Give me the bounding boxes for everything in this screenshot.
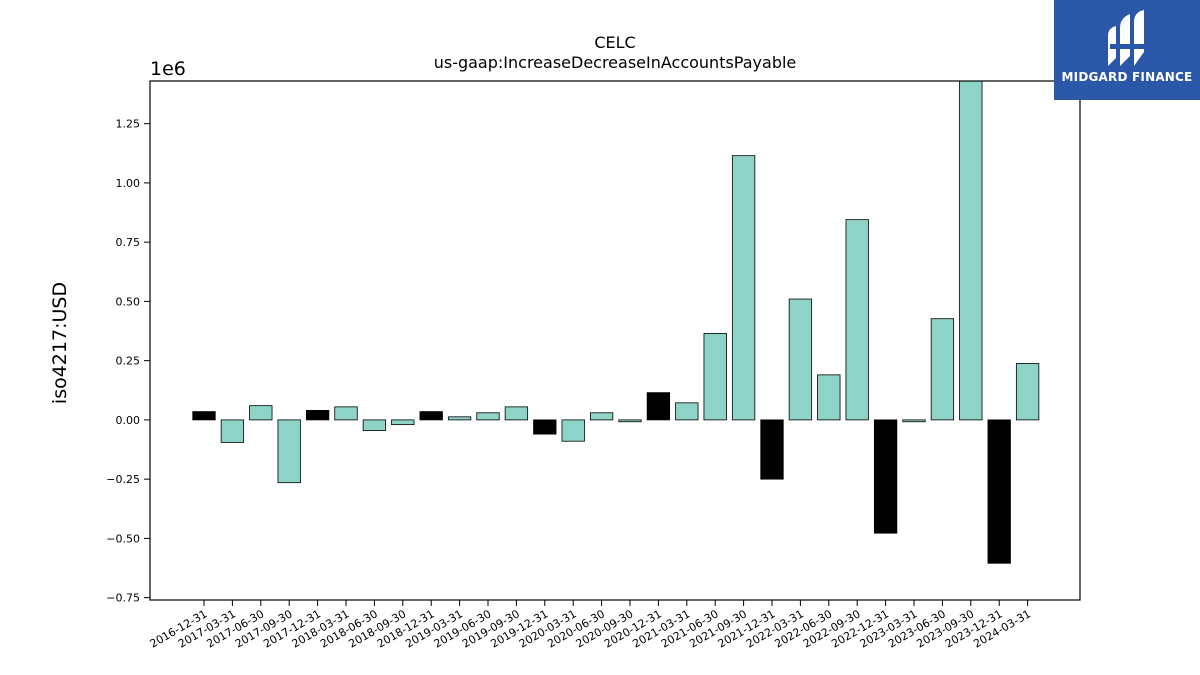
logo-text: MIDGARD FINANCE bbox=[1061, 70, 1193, 84]
bar-2017-03-31 bbox=[220, 419, 245, 443]
bar-2023-03-31 bbox=[902, 419, 926, 423]
bar-2019-03-31 bbox=[447, 416, 472, 421]
bar-2018-03-31 bbox=[334, 406, 358, 421]
bar-2021-12-31 bbox=[760, 419, 784, 480]
y-scale-label: 1e6 bbox=[150, 58, 186, 80]
bar-2019-09-30 bbox=[504, 406, 529, 421]
bar-2020-12-31 bbox=[646, 392, 671, 421]
midgard-logo: MIDGARD FINANCE bbox=[1054, 0, 1200, 100]
bar-2023-12-31 bbox=[987, 419, 1011, 564]
bar-2021-06-30 bbox=[703, 332, 727, 421]
y-tick-label: 1.00 bbox=[116, 177, 141, 190]
bar-2019-06-30 bbox=[476, 412, 500, 421]
y-tick-label: 0.00 bbox=[116, 414, 141, 427]
chart-subtitle: us-gaap:IncreaseDecreaseInAccountsPayabl… bbox=[434, 53, 797, 72]
y-tick-label: 0.25 bbox=[116, 355, 141, 368]
bar-2020-06-30 bbox=[589, 412, 614, 421]
bar-2017-12-31 bbox=[305, 410, 330, 421]
bar-2018-06-30 bbox=[362, 419, 387, 431]
bar-2021-03-31 bbox=[675, 402, 699, 421]
bar-2022-03-31 bbox=[788, 298, 813, 421]
bar-2023-06-30 bbox=[930, 318, 955, 421]
bar-2022-09-30 bbox=[845, 219, 869, 421]
y-tick-label: −0.75 bbox=[106, 592, 140, 605]
bars bbox=[192, 80, 1040, 564]
y-tick-label: 0.75 bbox=[116, 236, 141, 249]
bar-2022-12-31 bbox=[873, 419, 898, 534]
bar-2021-09-30 bbox=[731, 155, 756, 421]
bar-2024-03-31 bbox=[1015, 363, 1040, 421]
y-tick-label: 1.25 bbox=[116, 118, 141, 131]
midgard-logo-icon bbox=[1108, 10, 1144, 66]
y-tick-label: 0.50 bbox=[116, 295, 141, 308]
chart-title: CELC bbox=[594, 33, 635, 52]
bar-2018-09-30 bbox=[391, 419, 415, 426]
y-axis-label: iso4217:USD bbox=[49, 282, 71, 404]
y-tick-label: −0.25 bbox=[106, 473, 140, 486]
bar-2020-03-31 bbox=[561, 419, 585, 442]
y-ticks: −0.75 −0.50 −0.25 0.00 0.25 0.50 0.75 1.00 1.25 bbox=[106, 118, 150, 605]
y-tick-label: −0.50 bbox=[106, 532, 140, 545]
bar-2019-12-31 bbox=[533, 419, 557, 435]
plot-frame bbox=[149, 80, 1081, 601]
bar-2017-09-30 bbox=[277, 419, 301, 484]
bar-2022-06-30 bbox=[817, 374, 841, 421]
bar-2020-09-30 bbox=[618, 419, 642, 423]
x-ticks: 2016-12-312017-03-312017-06-302017-09-30… bbox=[148, 600, 1033, 651]
bar-2023-09-30 bbox=[959, 80, 983, 421]
bar-2016-12-31 bbox=[192, 411, 216, 421]
bar-2018-12-31 bbox=[419, 411, 443, 421]
bar-2017-06-30 bbox=[249, 405, 273, 421]
